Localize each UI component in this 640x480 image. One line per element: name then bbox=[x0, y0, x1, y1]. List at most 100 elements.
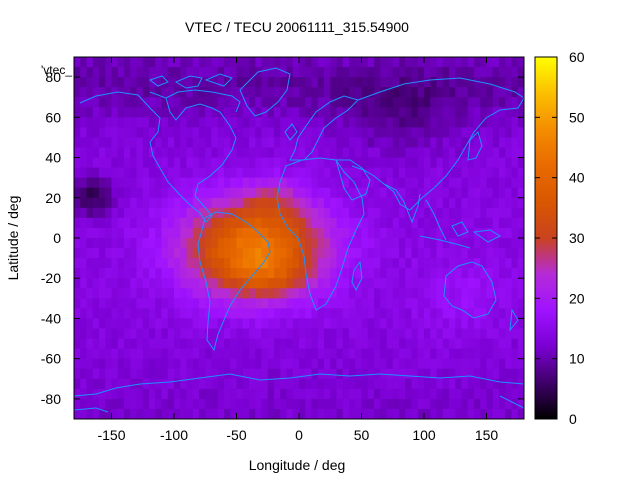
heatmap-cell bbox=[455, 258, 463, 269]
heatmap-cell bbox=[399, 258, 406, 269]
heatmap-cell bbox=[236, 348, 244, 360]
heatmap-cell bbox=[86, 167, 94, 179]
heatmap-cell bbox=[336, 187, 344, 199]
heatmap-cell bbox=[499, 288, 506, 299]
heatmap-cell bbox=[492, 57, 500, 68]
heatmap-cell bbox=[317, 107, 325, 118]
heatmap-cell bbox=[211, 177, 219, 189]
heatmap-cell bbox=[405, 308, 413, 320]
heatmap-cell bbox=[411, 137, 419, 149]
heatmap-cell bbox=[174, 177, 181, 189]
heatmap-cell bbox=[224, 268, 231, 279]
heatmap-cell bbox=[217, 227, 225, 239]
heatmap-cell bbox=[230, 358, 238, 370]
heatmap-cell bbox=[142, 318, 150, 330]
heatmap-cell bbox=[436, 167, 444, 179]
heatmap-cell bbox=[249, 398, 256, 410]
heatmap-cell bbox=[299, 258, 306, 269]
heatmap-cell bbox=[155, 338, 163, 350]
heatmap-cell bbox=[361, 318, 369, 330]
heatmap-cell bbox=[142, 378, 150, 390]
heatmap-cell bbox=[392, 258, 400, 269]
heatmap-cell bbox=[92, 177, 100, 189]
heatmap-cell bbox=[411, 308, 419, 320]
heatmap-cell bbox=[286, 298, 294, 309]
heatmap-cell bbox=[311, 308, 319, 320]
heatmap-cell bbox=[386, 57, 394, 68]
heatmap-cell bbox=[149, 187, 156, 199]
heatmap-cell bbox=[267, 398, 275, 410]
heatmap-cell bbox=[499, 187, 506, 199]
heatmap-cell bbox=[436, 308, 444, 320]
heatmap-cell bbox=[355, 187, 363, 199]
heatmap-cell bbox=[136, 398, 144, 410]
heatmap-cell bbox=[480, 268, 488, 279]
heatmap-cell bbox=[461, 318, 469, 330]
heatmap-cell bbox=[161, 338, 169, 350]
heatmap-cell bbox=[505, 288, 513, 299]
heatmap-cell bbox=[486, 197, 494, 209]
heatmap-cell bbox=[517, 308, 524, 320]
heatmap-cell bbox=[224, 167, 231, 179]
heatmap-cell bbox=[430, 328, 438, 340]
heatmap-cell bbox=[142, 338, 150, 350]
heatmap-cell bbox=[311, 137, 319, 149]
heatmap-cell bbox=[199, 77, 206, 88]
heatmap-cell bbox=[474, 368, 481, 380]
heatmap-cell bbox=[292, 238, 300, 249]
heatmap-cell bbox=[349, 127, 356, 139]
heatmap-cell bbox=[74, 398, 81, 410]
heatmap-cell bbox=[199, 217, 206, 229]
heatmap-cell bbox=[105, 117, 113, 128]
heatmap-cell bbox=[92, 97, 100, 108]
heatmap-cell bbox=[349, 318, 356, 330]
heatmap-cell bbox=[80, 187, 88, 199]
heatmap-cell bbox=[386, 238, 394, 249]
x-tick-label: 150 bbox=[475, 427, 499, 443]
heatmap-cell bbox=[317, 358, 325, 370]
heatmap-cell bbox=[217, 358, 225, 370]
heatmap-cell bbox=[261, 348, 269, 360]
heatmap-cell bbox=[461, 338, 469, 350]
heatmap-cell bbox=[161, 67, 169, 78]
heatmap-cell bbox=[149, 67, 156, 78]
heatmap-cell bbox=[249, 207, 256, 219]
heatmap-cell bbox=[405, 298, 413, 309]
heatmap-cell bbox=[461, 378, 469, 390]
heatmap-cell bbox=[455, 77, 463, 88]
heatmap-cell bbox=[499, 298, 506, 309]
heatmap-cell bbox=[305, 288, 313, 299]
heatmap-cell bbox=[199, 107, 206, 118]
heatmap-cell bbox=[305, 77, 313, 88]
heatmap-cell bbox=[211, 197, 219, 209]
heatmap-cell bbox=[205, 238, 213, 249]
heatmap-cell bbox=[192, 278, 200, 289]
heatmap-cell bbox=[111, 157, 119, 169]
heatmap-cell bbox=[380, 248, 388, 259]
heatmap-cell bbox=[386, 398, 394, 410]
heatmap-cell bbox=[461, 57, 469, 68]
heatmap-cell bbox=[80, 137, 88, 149]
heatmap-cell bbox=[480, 368, 488, 380]
heatmap-cell bbox=[136, 408, 144, 419]
heatmap-cell bbox=[236, 197, 244, 209]
heatmap-cell bbox=[105, 308, 113, 320]
heatmap-cell bbox=[399, 87, 406, 98]
heatmap-cell bbox=[349, 308, 356, 320]
heatmap-cell bbox=[486, 378, 494, 390]
heatmap-cell bbox=[499, 207, 506, 219]
heatmap-cell bbox=[505, 388, 513, 400]
heatmap-cell bbox=[480, 318, 488, 330]
heatmap-cell bbox=[499, 157, 506, 169]
heatmap-cell bbox=[299, 87, 306, 98]
heatmap-cell bbox=[386, 167, 394, 179]
heatmap-cell bbox=[430, 127, 438, 139]
heatmap-cell bbox=[124, 318, 131, 330]
heatmap-cell bbox=[411, 378, 419, 390]
heatmap-cell bbox=[286, 378, 294, 390]
heatmap-cell bbox=[305, 358, 313, 370]
heatmap-cell bbox=[292, 97, 300, 108]
heatmap-cell bbox=[442, 57, 450, 68]
heatmap-cell bbox=[261, 167, 269, 179]
heatmap-cell bbox=[199, 207, 206, 219]
